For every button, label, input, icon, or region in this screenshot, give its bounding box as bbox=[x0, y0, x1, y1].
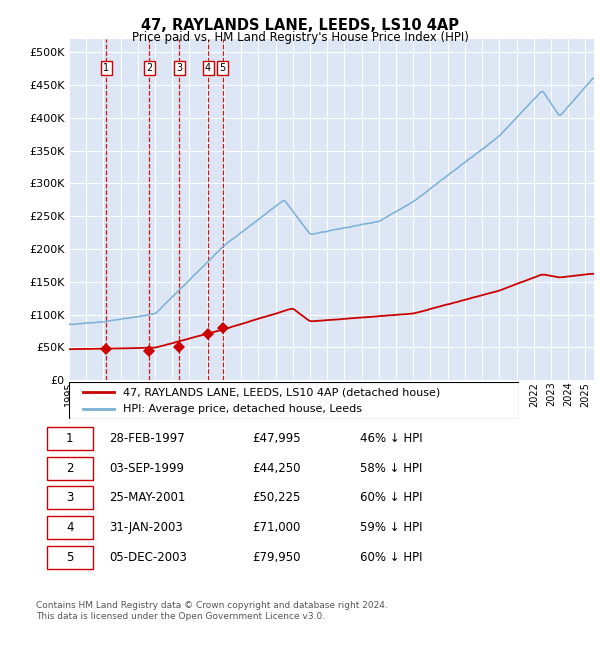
Text: 2: 2 bbox=[66, 462, 74, 474]
Text: Contains HM Land Registry data © Crown copyright and database right 2024.
This d: Contains HM Land Registry data © Crown c… bbox=[36, 601, 388, 621]
Text: 3: 3 bbox=[66, 491, 73, 504]
Text: 31-JAN-2003: 31-JAN-2003 bbox=[109, 521, 182, 534]
Text: £44,250: £44,250 bbox=[252, 462, 301, 474]
Text: £71,000: £71,000 bbox=[252, 521, 301, 534]
Text: 60% ↓ HPI: 60% ↓ HPI bbox=[360, 491, 422, 504]
Text: 28-FEB-1997: 28-FEB-1997 bbox=[109, 432, 185, 445]
FancyBboxPatch shape bbox=[47, 486, 92, 510]
Text: 4: 4 bbox=[66, 521, 74, 534]
Text: 5: 5 bbox=[66, 551, 73, 564]
Text: 05-DEC-2003: 05-DEC-2003 bbox=[109, 551, 187, 564]
FancyBboxPatch shape bbox=[47, 546, 92, 569]
FancyBboxPatch shape bbox=[47, 427, 92, 450]
Text: 4: 4 bbox=[205, 63, 211, 73]
Text: 60% ↓ HPI: 60% ↓ HPI bbox=[360, 551, 422, 564]
Text: £79,950: £79,950 bbox=[252, 551, 301, 564]
Text: 3: 3 bbox=[176, 63, 182, 73]
Text: 2: 2 bbox=[146, 63, 152, 73]
Text: 03-SEP-1999: 03-SEP-1999 bbox=[109, 462, 184, 474]
Text: 46% ↓ HPI: 46% ↓ HPI bbox=[360, 432, 422, 445]
Text: £47,995: £47,995 bbox=[252, 432, 301, 445]
Text: 58% ↓ HPI: 58% ↓ HPI bbox=[360, 462, 422, 474]
Text: HPI: Average price, detached house, Leeds: HPI: Average price, detached house, Leed… bbox=[123, 404, 362, 413]
Text: 47, RAYLANDS LANE, LEEDS, LS10 4AP (detached house): 47, RAYLANDS LANE, LEEDS, LS10 4AP (deta… bbox=[123, 387, 440, 397]
Text: 59% ↓ HPI: 59% ↓ HPI bbox=[360, 521, 422, 534]
Text: 5: 5 bbox=[220, 63, 226, 73]
Text: 1: 1 bbox=[66, 432, 74, 445]
Text: £50,225: £50,225 bbox=[252, 491, 301, 504]
Text: 1: 1 bbox=[103, 63, 109, 73]
FancyBboxPatch shape bbox=[47, 457, 92, 480]
Text: 47, RAYLANDS LANE, LEEDS, LS10 4AP: 47, RAYLANDS LANE, LEEDS, LS10 4AP bbox=[141, 18, 459, 33]
Text: Price paid vs. HM Land Registry's House Price Index (HPI): Price paid vs. HM Land Registry's House … bbox=[131, 31, 469, 44]
FancyBboxPatch shape bbox=[47, 516, 92, 539]
Text: 25-MAY-2001: 25-MAY-2001 bbox=[109, 491, 185, 504]
